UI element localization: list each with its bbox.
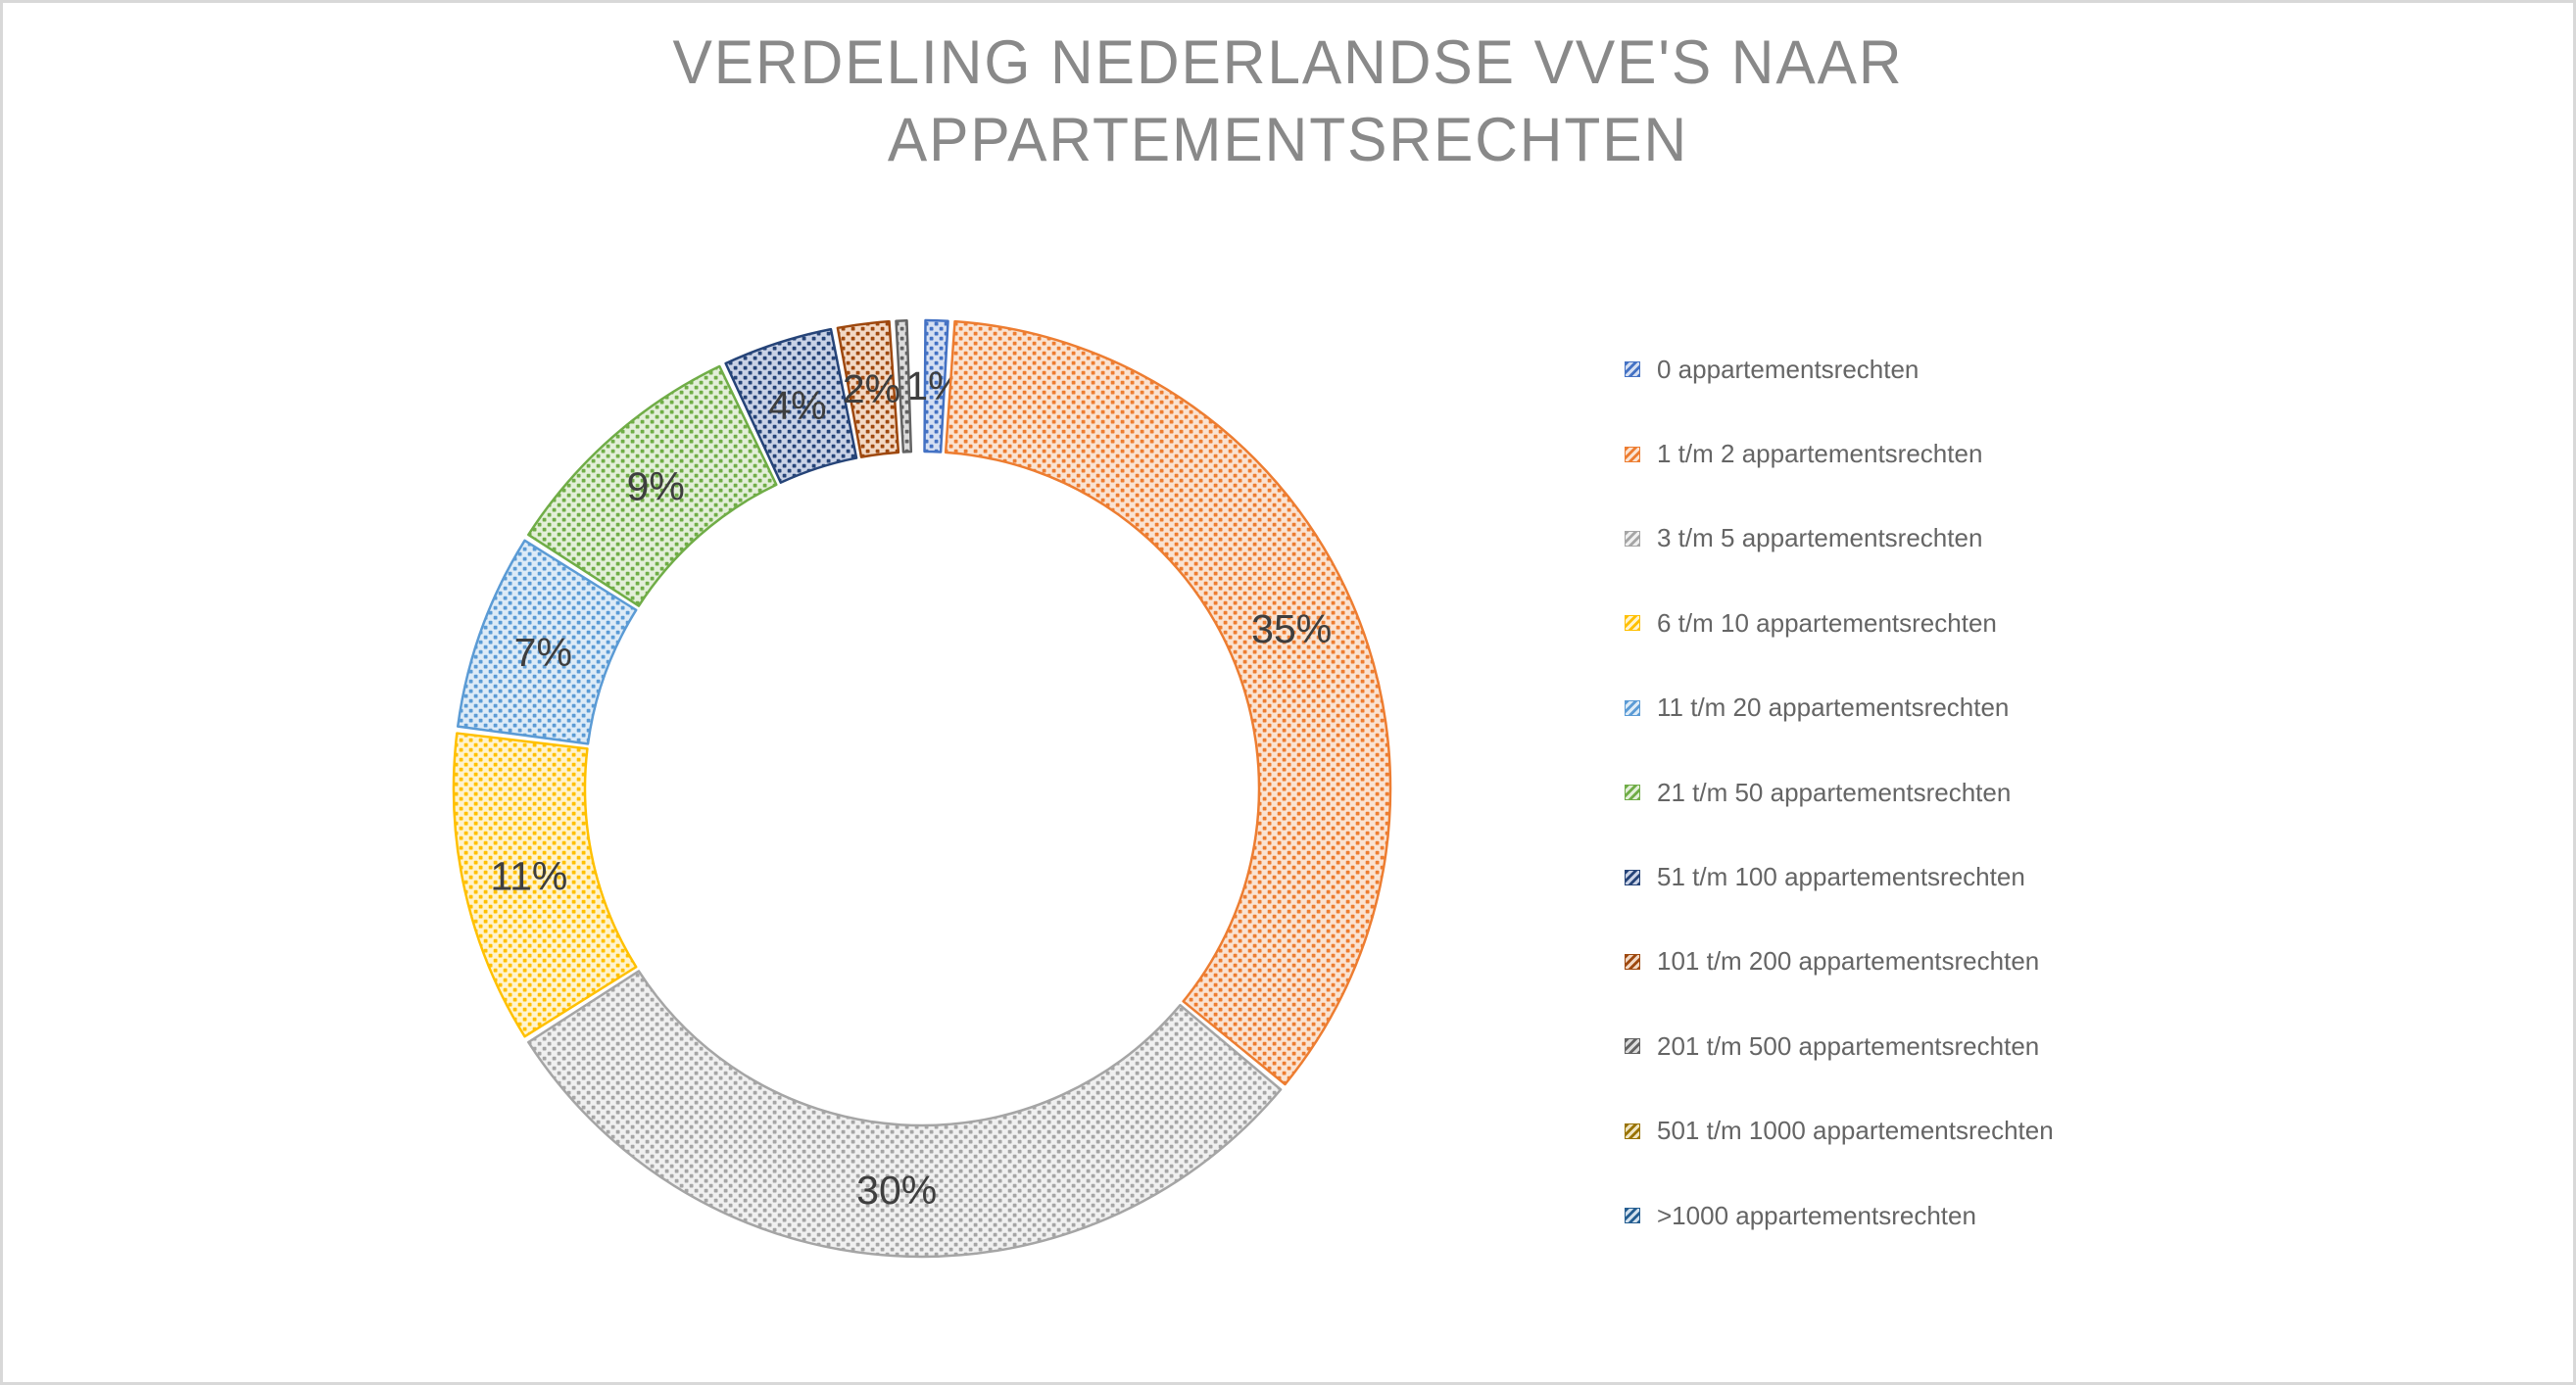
data-label-51-t-m-100-appartementsrechten: 4% — [768, 383, 826, 428]
legend-item-21-t-m-50-appartementsrechten[interactable]: 21 t/m 50 appartementsrechten — [1625, 750, 2054, 835]
chart-title-line-2: APPARTEMENTSRECHTEN — [887, 106, 1689, 174]
legend-label: 501 t/m 1000 appartementsrechten — [1657, 1116, 2054, 1146]
legend-item-1-t-m-2-appartementsrechten[interactable]: 1 t/m 2 appartementsrechten — [1625, 411, 2054, 496]
legend-marker-icon — [1625, 1208, 1640, 1224]
donut-segment-51-t-m-100-appartementsrechten[interactable] — [724, 327, 858, 484]
legend-label: 21 t/m 50 appartementsrechten — [1657, 777, 2012, 807]
donut-chart: 1%35%30%11%7%9%4% 2% — [452, 318, 1392, 1259]
legend-label: 201 t/m 500 appartementsrechten — [1657, 1030, 2040, 1061]
donut-segment-101-t-m-200-appartementsrechten[interactable] — [836, 319, 900, 458]
donut-segment-201-t-m-500-appartementsrechten[interactable] — [895, 319, 913, 454]
donut-segment-3-t-m-5-appartementsrechten[interactable] — [527, 970, 1283, 1259]
donut-segment-1-t-m-2-appartementsrechten[interactable] — [944, 319, 1392, 1086]
legend-marker-icon — [1625, 446, 1640, 462]
donut-segment-11-t-m-20-appartementsrechten[interactable] — [456, 539, 638, 745]
legend-item-1000-appartementsrechten[interactable]: >1000 appartementsrechten — [1625, 1173, 2054, 1258]
donut-segment-0-appartementsrechten[interactable] — [923, 318, 949, 454]
data-label-1-t-m-2-appartementsrechten: 35% — [1251, 606, 1332, 651]
legend-marker-icon — [1625, 953, 1640, 970]
legend-label: 0 appartementsrechten — [1657, 354, 1920, 384]
legend-label: >1000 appartementsrechten — [1657, 1200, 1976, 1230]
legend-item-101-t-m-200-appartementsrechten[interactable]: 101 t/m 200 appartementsrechten — [1625, 920, 2054, 1004]
donut-segment-21-t-m-50-appartementsrechten[interactable] — [527, 364, 778, 607]
legend-marker-icon — [1625, 615, 1640, 632]
legend-item-6-t-m-10-appartementsrechten[interactable]: 6 t/m 10 appartementsrechten — [1625, 581, 2054, 665]
data-label-3-t-m-5-appartementsrechten: 30% — [856, 1168, 937, 1213]
legend-marker-icon — [1625, 785, 1640, 801]
legend-item-11-t-m-20-appartementsrechten[interactable]: 11 t/m 20 appartementsrechten — [1625, 666, 2054, 750]
data-label-101-t-m-200-appartementsrechten: 2% — [843, 366, 900, 411]
data-label-21-t-m-50-appartementsrechten: 9% — [627, 464, 685, 509]
legend-label: 11 t/m 20 appartementsrechten — [1657, 692, 2010, 723]
legend-item-501-t-m-1000-appartementsrechten[interactable]: 501 t/m 1000 appartementsrechten — [1625, 1089, 2054, 1173]
legend-item-3-t-m-5-appartementsrechten[interactable]: 3 t/m 5 appartementsrechten — [1625, 497, 2054, 581]
legend-marker-icon — [1625, 530, 1640, 547]
legend-marker-icon — [1625, 699, 1640, 716]
legend-marker-icon — [1625, 1122, 1640, 1139]
legend-marker-icon — [1625, 1038, 1640, 1055]
legend-label: 101 t/m 200 appartementsrechten — [1657, 946, 2040, 977]
chart-title: VERDELING NEDERLANDSE VVE'S NAAR APPARTE… — [54, 24, 2521, 179]
legend-item-201-t-m-500-appartementsrechten[interactable]: 201 t/m 500 appartementsrechten — [1625, 1004, 2054, 1088]
legend-label: 3 t/m 5 appartementsrechten — [1657, 523, 1983, 553]
legend-item-0-appartementsrechten[interactable]: 0 appartementsrechten — [1625, 327, 2054, 411]
donut-segment-6-t-m-10-appartementsrechten[interactable] — [452, 732, 638, 1038]
legend-marker-icon — [1625, 869, 1640, 885]
legend-label: 51 t/m 100 appartementsrechten — [1657, 862, 2025, 892]
chart-title-line-1: VERDELING NEDERLANDSE VVE'S NAAR — [672, 28, 1904, 97]
legend-label: 1 t/m 2 appartementsrechten — [1657, 439, 1983, 469]
legend-marker-icon — [1625, 361, 1640, 378]
chart-legend: 0 appartementsrechten 1 t/m 2 appartement… — [1625, 327, 2054, 1258]
legend-label: 6 t/m 10 appartementsrechten — [1657, 607, 1997, 638]
data-label-6-t-m-10-appartementsrechten: 11% — [490, 854, 567, 899]
legend-item-51-t-m-100-appartementsrechten[interactable]: 51 t/m 100 appartementsrechten — [1625, 835, 2054, 919]
data-label-11-t-m-20-appartementsrechten: 7% — [514, 630, 572, 675]
